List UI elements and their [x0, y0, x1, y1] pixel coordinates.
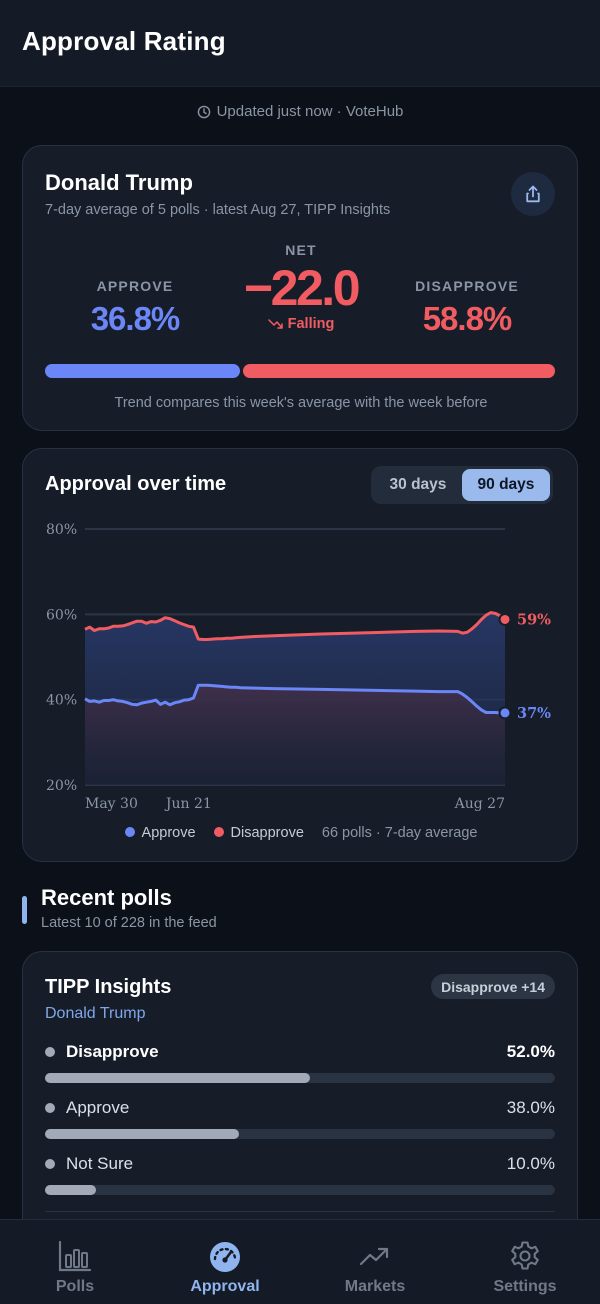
approve-value: 36.8%	[90, 300, 181, 337]
share-button[interactable]	[511, 172, 555, 216]
share-icon	[526, 185, 540, 203]
approve-end-point	[498, 706, 512, 720]
legend-disapprove-label: Disapprove	[230, 825, 304, 841]
result-value: 10.0%	[506, 1154, 555, 1173]
approve-share-bar	[45, 364, 241, 378]
approve-series-line	[84, 683, 505, 715]
result-track	[45, 1073, 555, 1083]
disapprove-series-line	[84, 611, 506, 641]
result-bar	[45, 1129, 239, 1139]
disapprove-share-bar	[243, 364, 555, 378]
approve-label: APPROVE	[96, 278, 174, 294]
update-status: Updated just now · VoteHub	[0, 103, 600, 120]
update-status-text: Updated just now · VoteHub	[216, 103, 404, 120]
trend-label: Falling	[287, 316, 335, 332]
chart-title: Approval over time	[45, 473, 227, 495]
x-tick-label: May 30	[85, 796, 138, 812]
bottom-tab-bar: Polls Approval Markets Settings	[0, 1219, 600, 1304]
approval-summary-card: Donald Trump 7-day average of 5 polls · …	[22, 145, 578, 431]
approve-dot	[124, 827, 135, 837]
page-title: Approval Rating	[22, 26, 226, 56]
trending-up-icon	[359, 1247, 389, 1266]
trend-indicator: Falling	[221, 316, 381, 332]
approval-split-bar	[45, 364, 555, 378]
divider	[45, 1211, 555, 1212]
legend-meta: 66 polls · 7-day average	[321, 825, 478, 841]
poll-subject[interactable]: Donald Trump	[45, 1005, 146, 1022]
bullet-dot	[45, 1103, 55, 1113]
legend-approve: Approve	[124, 825, 196, 841]
tab-label: Approval	[190, 1278, 260, 1295]
chart-legend: Approve Disapprove 66 polls · 7-day aver…	[23, 825, 579, 841]
result-value: 38.0%	[506, 1098, 555, 1117]
approve-end-label: 37%	[517, 705, 551, 722]
trending-down-icon	[267, 319, 283, 329]
result-bar	[45, 1185, 96, 1195]
approve-stat: APPROVE 36.8%	[63, 278, 207, 338]
poll-card[interactable]: TIPP Insights Donald Trump Disapprove +1…	[22, 951, 578, 1271]
section-accent	[22, 896, 27, 924]
disapprove-label: DISAPPROVE	[415, 278, 519, 294]
clock-icon	[197, 105, 210, 118]
result-label: Disapprove	[66, 1042, 159, 1061]
legend-approve-label: Approve	[141, 825, 196, 841]
range-30-days-button[interactable]: 30 days	[389, 476, 447, 493]
recent-polls-subtitle: Latest 10 of 228 in the feed	[41, 915, 217, 931]
range-90-days-button[interactable]: 90 days	[462, 469, 550, 501]
disapprove-end-label: 59%	[517, 611, 551, 628]
bullet-dot	[45, 1047, 55, 1057]
disapprove-stat: DISAPPROVE 58.8%	[395, 278, 539, 338]
legend-disapprove: Disapprove	[213, 825, 304, 841]
poll-result-row: Not Sure 10.0%	[45, 1154, 555, 1195]
poll-result-row: Disapprove 52.0%	[45, 1042, 555, 1083]
approval-line-chart: 80% 60% 40% 20% May 30 Jun 21 Aug 27 59% 37%	[46, 522, 551, 812]
result-track	[45, 1185, 555, 1195]
disapprove-end-point	[498, 612, 512, 626]
bar-chart-icon	[58, 1240, 92, 1272]
tab-polls[interactable]: Polls	[0, 1220, 150, 1304]
gear-icon	[511, 1241, 539, 1270]
bullet-dot	[45, 1159, 55, 1169]
net-stat: NET −22.0 Falling	[221, 242, 381, 332]
y-tick-label: 60%	[46, 607, 77, 623]
net-label: NET	[285, 242, 317, 258]
tab-approval[interactable]: Approval	[150, 1220, 300, 1304]
result-value: 52.0%	[506, 1042, 555, 1061]
disapprove-dot	[213, 827, 224, 837]
result-label: Approve	[66, 1098, 130, 1117]
poll-result-row: Approve 38.0%	[45, 1098, 555, 1139]
summary-subtitle: 7-day average of 5 polls · latest Aug 27…	[45, 202, 391, 218]
recent-polls-title: Recent polls	[41, 885, 172, 910]
trend-note: Trend compares this week's average with …	[114, 395, 488, 411]
y-tick-label: 80%	[46, 522, 77, 538]
range-selector: 30 days 90 days	[371, 466, 553, 504]
x-tick-label: Aug 27	[454, 796, 505, 812]
y-tick-label: 20%	[46, 778, 77, 794]
politician-name: Donald Trump	[45, 170, 193, 195]
result-bar	[45, 1073, 311, 1083]
net-value: −22.0	[243, 260, 361, 316]
approve-area	[85, 685, 505, 785]
tab-label: Markets	[344, 1278, 406, 1295]
y-tick-label: 40%	[46, 693, 77, 709]
tab-label: Settings	[493, 1278, 557, 1295]
tab-markets[interactable]: Markets	[300, 1220, 450, 1304]
tab-label: Polls	[55, 1278, 95, 1295]
result-track	[45, 1129, 555, 1139]
x-tick-label: Jun 21	[164, 796, 212, 812]
app-header: Approval Rating	[0, 0, 600, 87]
result-label: Not Sure	[66, 1154, 134, 1173]
pollster-name: TIPP Insights	[45, 976, 172, 998]
disapprove-value: 58.8%	[422, 300, 513, 337]
lead-badge: Disapprove +14	[431, 974, 555, 999]
gauge-icon	[210, 1242, 240, 1272]
tab-settings[interactable]: Settings	[450, 1220, 600, 1304]
approval-chart-card: Approval over time 30 days 90 days 80% 60…	[22, 448, 578, 862]
